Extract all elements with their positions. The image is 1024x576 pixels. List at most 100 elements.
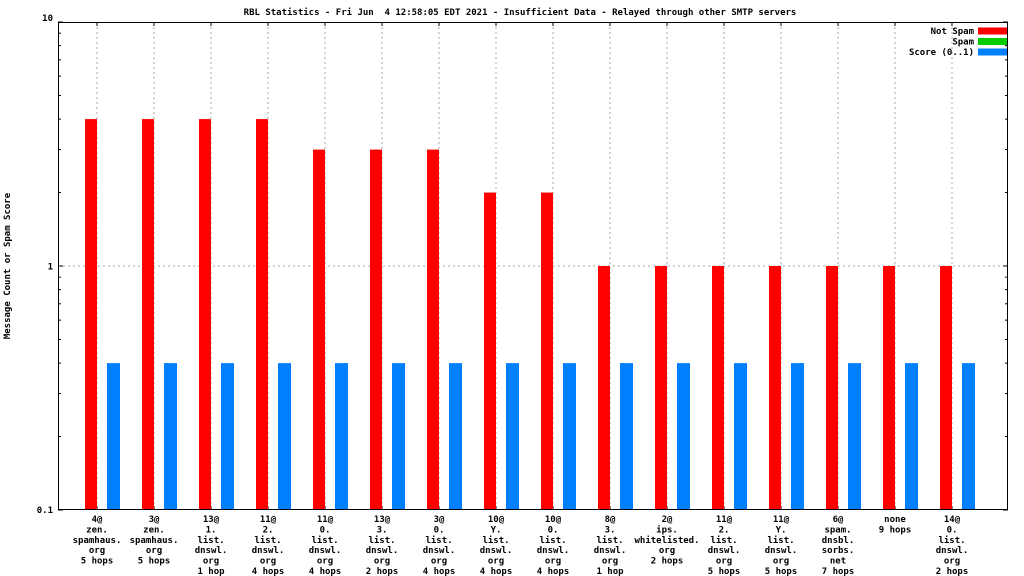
x-category-label-line: 7 hops [822,567,855,576]
plot-border [58,22,1008,510]
bar-not-spam [940,266,952,510]
x-category-label-line: 9 hops [879,525,912,535]
x-category-label-line: list. [596,535,623,546]
x-category-label-line: net [830,557,846,567]
x-category-label: 6@ spam. dnsbl. sorbs. net 7 hops [822,515,855,576]
x-category-label-line: 11@ [317,515,334,525]
x-category-label: 8@ 3. list. dnswl. org 1 hop [594,515,627,576]
bar-not-spam [883,266,895,510]
bar-score-0-1 [164,363,177,510]
bar-score-0-1 [107,363,120,510]
x-category-label-line: 1 hop [596,567,624,576]
bar-score-0-1 [734,363,747,510]
bar-not-spam [484,192,496,510]
x-category-label-line: list. [482,535,509,546]
x-category-label: 14@ 0. list. dnswl. org 2 hops [936,515,969,576]
bar-not-spam [712,266,724,510]
bar-score-0-1 [848,363,861,510]
x-category-label-line: 3@ [434,515,445,525]
x-category-label-line: none [884,515,906,525]
bar-score-0-1 [278,363,291,510]
bar-not-spam [769,266,781,510]
x-category-label-line: org [488,557,504,567]
x-category-label-line: dnswl. [765,546,798,556]
x-category-label-line: 5 hops [708,567,741,576]
x-category-label-line: dnswl. [936,546,969,556]
x-category-label-line: dnswl. [309,546,342,556]
x-category-label: 11@ 0. list. dnswl. org 4 hops [309,515,342,576]
x-category-label-line: 2. [719,525,730,535]
x-category-label-line: org [374,557,390,567]
bar-score-0-1 [677,363,690,510]
bar-score-0-1 [335,363,348,510]
bar-not-spam [598,266,610,510]
bar-score-0-1 [905,363,918,510]
x-category-label-line: org [773,557,789,567]
bar-not-spam [85,119,97,511]
x-category-label-line: list. [767,535,794,546]
x-category-label-line: dnsbl. [822,536,855,546]
x-category-label-line: org [659,546,675,556]
x-category-label-line: 0. [548,525,559,535]
x-category-label-line: org [944,557,960,567]
x-category-label-line: dnswl. [594,546,627,556]
x-category-label-line: 11@ [773,515,790,525]
x-category-label-line: dnswl. [366,546,399,556]
x-category-label: none 9 hops [879,515,912,535]
x-category-label-line: Y. [491,525,502,535]
legend-swatch-not-spam [978,27,1007,35]
x-category-label-line: list. [710,535,737,546]
x-category-label-line: spamhaus. [73,536,122,546]
x-category-label-line: spamhaus. [130,536,179,546]
x-category-label-line: org [317,557,333,567]
x-category-label: 13@ 1. list. dnswl. org 1 hop [195,515,228,576]
x-category-label-line: 13@ [374,515,391,525]
legend-label-spam: Spam [952,38,974,48]
x-category-label-line: list. [539,535,566,546]
bar-not-spam [370,149,382,511]
x-category-label-line: 2 hops [366,567,399,576]
bar-not-spam [199,119,211,511]
bar-score-0-1 [620,363,633,510]
bar-score-0-1 [506,363,519,510]
legend-swatch-score [978,48,1007,56]
bar-score-0-1 [791,363,804,510]
x-category-label: 10@ Y. list. dnswl. org 4 hops [480,515,513,576]
x-category-label-line: Y. [776,525,787,535]
x-category-label-line: 2. [263,525,274,535]
x-category-label-line: 5 hops [138,557,171,567]
x-category-label: 11@ 2. list. dnswl. org 4 hops [252,515,285,576]
y-axis-label: Message Count or Spam Score [3,192,13,339]
x-category-label: 11@ 2. list. dnswl. org 5 hops [708,515,741,576]
bar-not-spam [142,119,154,511]
legend-label-score: Score (0..1) [909,48,974,58]
x-category-label-line: list. [197,535,224,546]
y-tick-label-0p1: 0.1 [37,506,53,516]
x-category-label-line: list. [311,535,338,546]
bar-not-spam [427,149,439,511]
x-category-label-line: 4 hops [537,567,570,576]
x-category-label-line: org [89,546,105,556]
legend: Not Spam Spam Score (0..1) [909,27,1007,58]
x-category-label-line: org [260,557,276,567]
x-category-label-line: 3. [605,525,616,535]
bar-score-0-1 [392,363,405,510]
bar-score-0-1 [221,363,234,510]
x-category-label: 10@ 0. list. dnswl. org 4 hops [537,515,570,576]
x-category-label-line: list. [254,535,281,546]
x-category-label-line: dnswl. [708,546,741,556]
x-category-label-line: list. [425,535,452,546]
x-category-label-line: 10@ [545,515,562,525]
bar-not-spam [541,192,553,510]
x-category-label-line: 11@ [260,515,277,525]
x-category-label-line: zen. [143,525,165,535]
x-category-label-line: 4 hops [309,567,342,576]
bar-not-spam [256,119,268,511]
x-category-label: 2@ ips. whitelisted. org 2 hops [634,515,699,567]
x-category-label: 13@ 3. list. dnswl. org 2 hops [366,515,399,576]
x-category-label-line: org [146,546,162,556]
x-category-label-line: 5 hops [765,567,798,576]
